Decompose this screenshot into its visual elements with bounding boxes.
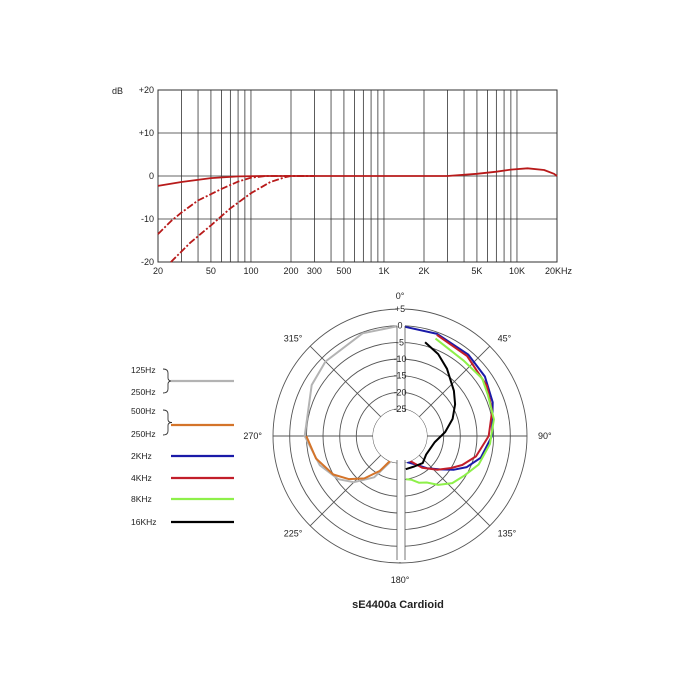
legend-brace (162, 409, 173, 436)
legend-label: 125Hz (131, 365, 156, 375)
ring-label: -5 (396, 337, 404, 347)
response-curve-high-pass-1 (157, 175, 315, 235)
ring-label: -25 (393, 404, 406, 414)
polar-angle-labels: 0° 45° 90° 135° 180° 225° 270° 315° (243, 291, 552, 585)
polar-ring-labels: +5 0 -5 -10 -15 -20 -25 (393, 304, 406, 414)
legend-label: 4KHz (131, 473, 152, 483)
y-tick-label: +10 (139, 128, 154, 138)
polar-spoke (418, 345, 491, 418)
polar-curve-16khz (405, 341, 457, 471)
polar-curve-500hz-250hz (305, 435, 391, 481)
legend-label: 500Hz (131, 406, 156, 416)
legend-label: 250Hz (131, 387, 156, 397)
legend-label: 8KHz (131, 494, 152, 504)
frequency-response-curves (157, 167, 558, 263)
polar-curve-8khz (405, 337, 495, 486)
x-tick-label: 2K (418, 266, 429, 276)
polar-curves (303, 324, 495, 486)
polar-legend: 125Hz 250Hz 500Hz 250Hz 2KHz 4KHz 8KHz 16KHz (131, 365, 234, 527)
angle-label: 90° (538, 431, 552, 441)
legend-label: 2KHz (131, 451, 152, 461)
response-curve-flat (157, 167, 558, 187)
legend-label: 16KHz (131, 517, 157, 527)
x-tick-label: 1K (378, 266, 389, 276)
x-tick-label: 100 (243, 266, 258, 276)
angle-label: 135° (498, 529, 517, 539)
y-tick-labels: +20 +10 0 -10 -20 (139, 85, 154, 267)
ring-label: -10 (393, 354, 406, 364)
x-tick-label: 50 (206, 266, 216, 276)
angle-label: 45° (498, 333, 512, 343)
y-tick-label: -10 (141, 214, 154, 224)
x-tick-label: 300 (307, 266, 322, 276)
ring-label: -15 (393, 371, 406, 381)
angle-label: 0° (396, 291, 405, 301)
polar-spoke (309, 454, 382, 527)
x-tick-label: 5K (471, 266, 482, 276)
frequency-response-chart: dB +20 +10 0 -10 -20 20 50 100 200 300 500 1K 2K 5K 1… (112, 85, 573, 276)
ring-label: +5 (395, 304, 405, 314)
legend-label: 250Hz (131, 429, 156, 439)
polar-spoke (418, 454, 491, 527)
y-tick-label: +20 (139, 85, 154, 95)
angle-label: 315° (284, 333, 303, 343)
angle-label: 180° (391, 575, 410, 585)
ring-label: -20 (393, 387, 406, 397)
x-tick-labels: 20 50 100 200 300 500 1K 2K 5K 10K 20KHz (153, 266, 573, 276)
y-tick-label: -20 (141, 257, 154, 267)
x-tick-label: 200 (283, 266, 298, 276)
polar-spoke (309, 345, 382, 418)
y-tick-label: 0 (149, 171, 154, 181)
x-tick-label: 20 (153, 266, 163, 276)
angle-label: 270° (243, 431, 262, 441)
response-curve-high-pass-2 (170, 175, 315, 263)
x-tick-label: 20KHz (545, 266, 573, 276)
polar-pattern-chart: +5 0 -5 -10 -15 -20 -25 0° 45° 90° 135° 180° 225° 27… (243, 290, 552, 611)
polar-center-hole (373, 409, 427, 463)
x-tick-label: 10K (509, 266, 525, 276)
x-tick-label: 500 (336, 266, 351, 276)
ring-label: 0 (397, 321, 402, 331)
angle-label: 225° (284, 529, 303, 539)
y-axis-label: dB (112, 86, 123, 96)
chart-title: sE4400a Cardioid (352, 599, 444, 611)
